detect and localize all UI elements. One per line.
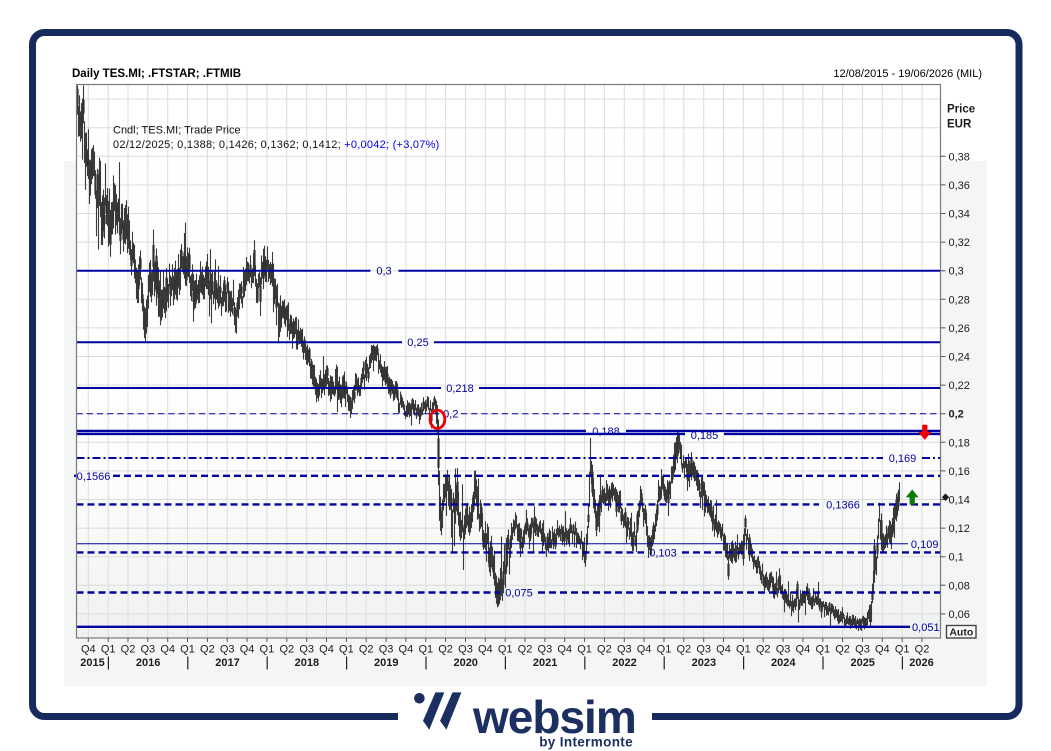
svg-text:Q2: Q2 (200, 644, 215, 656)
svg-text:Q2: Q2 (279, 644, 294, 656)
svg-text:2020: 2020 (453, 657, 477, 669)
svg-text:2023: 2023 (692, 657, 716, 669)
svg-text:0,218: 0,218 (446, 383, 474, 395)
svg-text:02/12/2025; 0,1388; 0,1426; 0,: 02/12/2025; 0,1388; 0,1426; 0,1362; 0,14… (113, 139, 440, 151)
svg-text:by Intermonte: by Intermonte (539, 735, 633, 750)
svg-text:0,109: 0,109 (911, 539, 939, 551)
svg-text:websim: websim (472, 691, 636, 743)
svg-text:Q2: Q2 (835, 644, 850, 656)
svg-text:Q2: Q2 (121, 644, 136, 656)
svg-text:0,12: 0,12 (949, 523, 970, 535)
svg-text:Q4: Q4 (240, 644, 255, 656)
svg-text:2017: 2017 (215, 657, 239, 669)
svg-text:0,075: 0,075 (505, 588, 533, 600)
svg-text:Q1: Q1 (736, 644, 751, 656)
svg-text:12/08/2015 - 19/06/2026 (MIL): 12/08/2015 - 19/06/2026 (MIL) (833, 68, 982, 80)
svg-text:2019: 2019 (374, 657, 398, 669)
svg-text:2024: 2024 (771, 657, 796, 669)
svg-text:0,1366: 0,1366 (826, 499, 860, 511)
svg-text:2018: 2018 (295, 657, 319, 669)
svg-text:Q3: Q3 (696, 644, 711, 656)
svg-text:2026: 2026 (909, 657, 933, 669)
svg-text:Q1: Q1 (260, 644, 275, 656)
svg-text:Q4: Q4 (399, 644, 414, 656)
svg-text:0,34: 0,34 (949, 209, 970, 221)
svg-text:Q1: Q1 (815, 644, 830, 656)
svg-text:2022: 2022 (612, 657, 636, 669)
svg-text:0,18: 0,18 (949, 437, 970, 449)
svg-text:0,1: 0,1 (949, 552, 964, 564)
svg-text:0,2: 0,2 (949, 409, 964, 421)
svg-text:0,3: 0,3 (376, 266, 391, 278)
svg-text:Auto: Auto (949, 627, 973, 639)
svg-text:Q3: Q3 (855, 644, 870, 656)
svg-text:0,188: 0,188 (592, 426, 620, 438)
svg-text:0,16: 0,16 (949, 466, 970, 478)
svg-text:0,103: 0,103 (649, 547, 677, 559)
svg-text:Q4: Q4 (716, 644, 731, 656)
svg-text:0,24: 0,24 (949, 352, 970, 364)
svg-text:Q1: Q1 (577, 644, 592, 656)
svg-text:Q3: Q3 (458, 644, 473, 656)
svg-text:EUR: EUR (947, 119, 972, 131)
svg-text:0,3: 0,3 (949, 266, 964, 278)
svg-text:Q2: Q2 (676, 644, 691, 656)
svg-text:Q1: Q1 (657, 644, 672, 656)
svg-text:Q2: Q2 (438, 644, 453, 656)
svg-text:Q4: Q4 (796, 644, 811, 656)
svg-text:Q4: Q4 (875, 644, 890, 656)
svg-text:Q1: Q1 (180, 644, 195, 656)
svg-text:Q2: Q2 (597, 644, 612, 656)
svg-text:Q1: Q1 (339, 644, 354, 656)
svg-text:2025: 2025 (850, 657, 874, 669)
svg-text:Q2: Q2 (518, 644, 533, 656)
svg-text:0,14: 0,14 (949, 495, 970, 507)
svg-text:Q4: Q4 (478, 644, 493, 656)
svg-text:0,28: 0,28 (949, 294, 970, 306)
svg-text:0,25: 0,25 (407, 337, 428, 349)
svg-text:Q4: Q4 (637, 644, 652, 656)
svg-text:0,22: 0,22 (949, 380, 970, 392)
svg-text:0,185: 0,185 (691, 430, 719, 442)
svg-text:0,38: 0,38 (949, 151, 970, 163)
svg-text:Q1: Q1 (101, 644, 116, 656)
svg-text:2016: 2016 (136, 657, 160, 669)
svg-text:0,26: 0,26 (949, 323, 970, 335)
svg-text:Q3: Q3 (140, 644, 155, 656)
svg-text:Q2: Q2 (359, 644, 374, 656)
svg-text:Q1: Q1 (418, 644, 433, 656)
svg-text:0,06: 0,06 (949, 609, 970, 621)
svg-text:Q2: Q2 (915, 644, 930, 656)
svg-text:Q1: Q1 (895, 644, 910, 656)
svg-text:0,32: 0,32 (949, 237, 970, 249)
svg-text:Price: Price (947, 104, 975, 116)
svg-text:Q3: Q3 (220, 644, 235, 656)
svg-text:Q3: Q3 (776, 644, 791, 656)
svg-text:Q4: Q4 (81, 644, 96, 656)
svg-text:0,1566: 0,1566 (77, 471, 111, 483)
svg-text:0,36: 0,36 (949, 180, 970, 192)
svg-text:2015: 2015 (80, 657, 104, 669)
svg-text:0,051: 0,051 (912, 622, 940, 634)
svg-text:Q3: Q3 (538, 644, 553, 656)
svg-text:Q1: Q1 (498, 644, 513, 656)
svg-text:Q3: Q3 (379, 644, 394, 656)
svg-text:0,08: 0,08 (949, 580, 970, 592)
svg-text:Q4: Q4 (557, 644, 572, 656)
svg-text:Daily TES.MI; .FTSTAR; .FTMIB: Daily TES.MI; .FTSTAR; .FTMIB (72, 68, 241, 80)
svg-text:Q3: Q3 (299, 644, 314, 656)
svg-text:2021: 2021 (533, 657, 557, 669)
svg-text:Q3: Q3 (617, 644, 632, 656)
svg-text:Q4: Q4 (319, 644, 334, 656)
svg-text:Q4: Q4 (160, 644, 175, 656)
svg-text:0,169: 0,169 (889, 453, 917, 465)
svg-text:Cndl; TES.MI; Trade Price: Cndl; TES.MI; Trade Price (113, 125, 241, 137)
svg-text:0,2: 0,2 (443, 409, 458, 421)
svg-text:Q2: Q2 (756, 644, 771, 656)
